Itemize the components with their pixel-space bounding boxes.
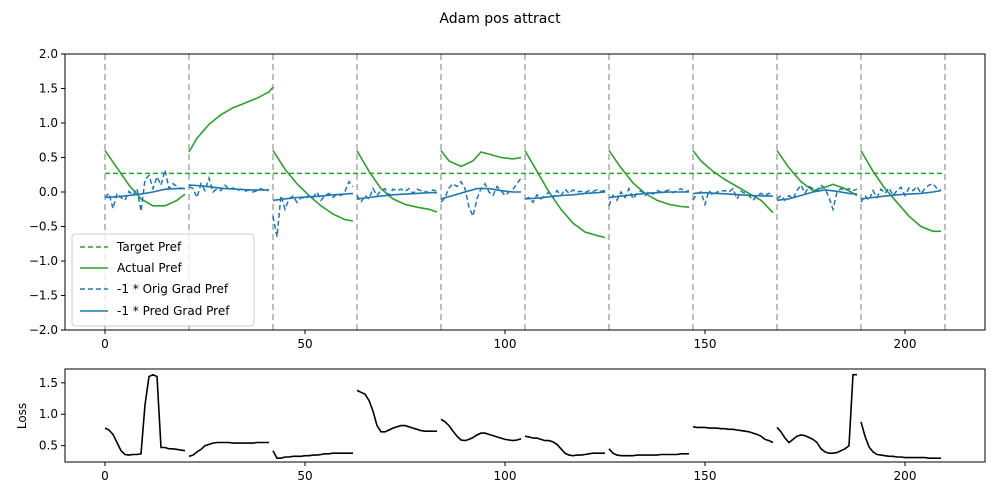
orig-grad-segment [188, 175, 270, 200]
x-tick-label: 50 [297, 469, 312, 483]
y-tick-label: 1.0 [39, 116, 58, 130]
orig-grad-segment [272, 180, 354, 237]
orig-grad-segment [860, 182, 942, 203]
pred-grad-segment [692, 191, 773, 197]
loss-segment [860, 421, 941, 459]
figure-title: Adam pos attract [439, 11, 561, 27]
y-tick-label: 1.5 [39, 376, 58, 390]
actual-pref-segment [356, 150, 438, 213]
pred-grad-segment [776, 189, 858, 202]
legend-label-target: Target Pref [116, 240, 182, 254]
legend-label-orig: -1 * Orig Grad Pref [117, 282, 229, 296]
orig-grad-segment [692, 187, 774, 207]
y-tick-label: −1.5 [29, 289, 58, 303]
orig-grad-segment [524, 187, 606, 204]
y-tick-label: −1.0 [29, 254, 58, 268]
loss-segment [524, 435, 605, 457]
bottom-x-ticks: 0 50 100 150 200 [101, 462, 916, 483]
loss-segment [104, 373, 186, 456]
loss-axis-label: Loss [15, 403, 29, 429]
pred-grad-segment [608, 191, 689, 199]
x-tick-label: 0 [101, 337, 109, 351]
y-tick-label: 0.0 [39, 185, 58, 199]
top-chart: 0 50 100 150 200 −2.0 −1.5 −1.0 −0.5 0.0 0.5 1.0 1.… [29, 47, 986, 351]
x-tick-label: 0 [101, 469, 109, 483]
bottom-plot-frame [64, 368, 986, 463]
x-tick-label: 150 [694, 469, 717, 483]
x-tick-label: 100 [494, 469, 517, 483]
pred-grad-segment [860, 189, 942, 200]
pred-grad-segment [524, 191, 606, 200]
actual-pref-segment [860, 150, 941, 233]
loss-segment [692, 426, 774, 444]
orig-grad-segment [104, 169, 186, 212]
actual-pref-segment [608, 150, 690, 208]
y-tick-label: 0.5 [39, 439, 58, 453]
orig-grad-segment [440, 177, 522, 219]
actual-pref-segment [440, 150, 522, 168]
pred-grad-series [104, 184, 942, 202]
legend-frame [71, 233, 255, 327]
top-y-ticks: −2.0 −1.5 −1.0 −0.5 0.0 0.5 1.0 1.5 2.0 [29, 47, 65, 337]
actual-pref-segment [524, 150, 606, 239]
bottom-chart: 0 50 100 150 200 0.5 1.0 1.5 Loss [15, 368, 986, 483]
loss-segment [608, 448, 689, 457]
loss-segment [272, 450, 353, 459]
top-x-ticks: 0 50 100 150 200 [101, 330, 916, 351]
x-tick-label: 50 [297, 337, 312, 351]
loss-segment [188, 441, 269, 458]
pred-grad-segment [356, 191, 437, 200]
y-tick-label: 0.5 [39, 151, 58, 165]
y-tick-label: 2.0 [39, 47, 58, 61]
orig-grad-segment [356, 186, 438, 204]
loss-segment [776, 373, 857, 454]
pred-grad-segment [188, 184, 269, 191]
loss-segment [356, 389, 437, 433]
x-tick-label: 200 [894, 337, 917, 351]
y-tick-label: −2.0 [29, 323, 58, 337]
legend: Target Pref Actual Pref -1 * Orig Grad P… [71, 233, 255, 327]
orig-grad-segment [608, 186, 690, 207]
top-series [104, 86, 945, 239]
legend-label-actual: Actual Pref [117, 261, 182, 275]
loss-series [104, 373, 941, 459]
pred-grad-segment [440, 187, 521, 200]
actual-pref-segment [188, 86, 274, 153]
actual-pref-segment [104, 150, 186, 207]
actual-pref-segment [692, 150, 774, 214]
pred-grad-segment [104, 187, 185, 199]
x-tick-label: 100 [494, 337, 517, 351]
x-tick-label: 200 [894, 469, 917, 483]
actual-pref-segment [272, 150, 354, 222]
bottom-y-ticks: 0.5 1.0 1.5 [39, 376, 65, 453]
actual-pref-series [104, 86, 941, 239]
y-tick-label: −0.5 [29, 220, 58, 234]
pred-grad-segment [272, 192, 354, 202]
orig-grad-series [104, 169, 942, 237]
x-tick-label: 150 [694, 337, 717, 351]
y-tick-label: 1.5 [39, 82, 58, 96]
y-tick-label: 1.0 [39, 407, 58, 421]
loss-segment [440, 418, 522, 442]
legend-label-pred: -1 * Pred Grad Pref [117, 304, 230, 318]
